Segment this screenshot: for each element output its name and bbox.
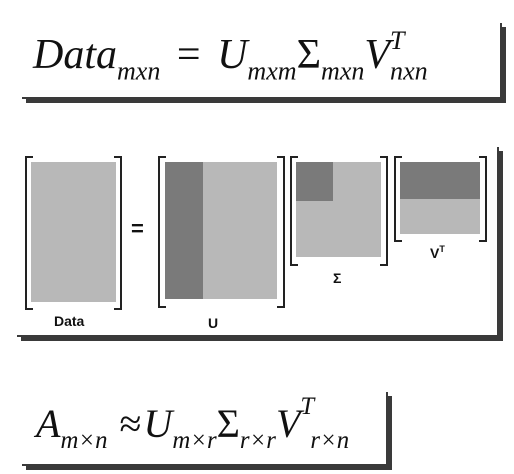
vt-label-letter: V [430, 245, 440, 261]
a-subscript: m×n [60, 427, 108, 455]
u-label: U [208, 315, 219, 331]
u-approx-subscript: m×r [172, 427, 217, 455]
sigma-label: Σ [333, 270, 342, 286]
top-equation-panel [22, 23, 502, 99]
data-matrix [31, 162, 116, 302]
data-term: Data [33, 32, 117, 78]
data-left-bracket [25, 156, 33, 310]
v-approx-subscript: r×n [310, 427, 350, 455]
sigma-left-bracket [290, 156, 298, 266]
sigma-subscript: mxn [321, 56, 365, 86]
v-subscript: nxn [390, 56, 428, 86]
u-left-bracket [158, 156, 166, 308]
u-term: U [217, 32, 248, 78]
approx-sign: ≈ [119, 401, 142, 446]
data-right-bracket [114, 156, 122, 310]
sigma-term: Σ [296, 32, 322, 78]
vt-label: VT [430, 244, 445, 261]
v-superscript: T [390, 26, 405, 55]
vt-label-superscript: T [439, 244, 445, 254]
u-subscript: mxm [247, 56, 297, 86]
u-right-bracket [277, 156, 285, 308]
bottom-equation-panel [22, 392, 388, 466]
vt-left-bracket [394, 156, 402, 242]
vt-matrix-kept-rows [400, 162, 480, 199]
sigma-approx-subscript: r×r [239, 427, 276, 455]
sigma-matrix-kept-block [296, 162, 333, 201]
vt-right-bracket [479, 156, 487, 242]
u-matrix-kept-columns [165, 162, 203, 299]
v-approx-term: V [275, 401, 301, 446]
a-term: A [36, 401, 61, 446]
sigma-approx-term: Σ [216, 401, 240, 446]
sigma-right-bracket [380, 156, 388, 266]
data-subscript: mxn [117, 56, 161, 86]
diagram-equals-sign: = [131, 216, 144, 241]
u-approx-term: U [143, 401, 173, 446]
v-term: V [364, 32, 391, 78]
equals-sign: = [176, 32, 201, 78]
v-approx-superscript: T [300, 393, 315, 420]
data-label: Data [54, 313, 85, 329]
